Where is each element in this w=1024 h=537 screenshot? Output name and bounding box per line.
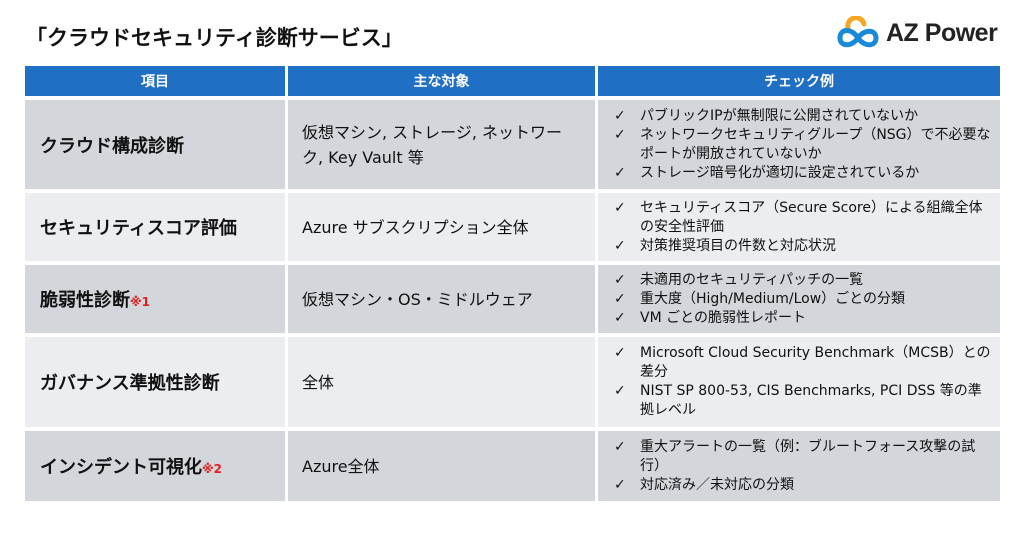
check-icon: ✓ bbox=[614, 290, 626, 307]
check-icon: ✓ bbox=[614, 107, 626, 124]
footnote-mark: ※2 bbox=[202, 462, 223, 476]
checks-cell: ✓ パブリックIPが無制限に公開されていないか ✓ ネットワークセキュリティグループ（… bbox=[598, 100, 1000, 189]
checks-cell: ✓ セキュリティスコア（Secure Score）による組織全体の安全性評価 ✓ 対策… bbox=[598, 193, 1000, 261]
check-item: ✓ ストレージ暗号化が適切に設定されているか bbox=[614, 164, 920, 181]
footnote-mark: ※1 bbox=[130, 295, 151, 309]
check-item: ✓ セキュリティスコア（Secure Score）による組織全体の安全性評価 bbox=[614, 199, 983, 235]
check-item: ✓ NIST SP 800-53, CIS Benchmarks, PCI DSS… bbox=[614, 383, 982, 418]
check-item: ✓ Microsoft Cloud Security Benchmark（MCSB… bbox=[614, 345, 991, 380]
logo-text: AZ Power bbox=[886, 18, 998, 47]
item-label: インシデント可視化 bbox=[40, 457, 202, 478]
header-checks: チェック例 bbox=[598, 66, 1000, 96]
check-item: ✓ 対策推奨項目の件数と対応状況 bbox=[614, 237, 836, 254]
check-icon: ✓ bbox=[614, 383, 626, 399]
check-item: ✓ ネットワークセキュリティグループ（NSG）で不必要なポートが開放されていないか bbox=[614, 126, 991, 162]
table-row: クラウド構成診断 仮想マシン, ストレージ, ネットワーク, Key Vault… bbox=[25, 100, 1000, 189]
check-item: ✓ パブリックIPが無制限に公開されていないか bbox=[614, 107, 919, 124]
check-icon: ✓ bbox=[614, 309, 626, 326]
check-item: ✓ VM ごとの脆弱性レポート bbox=[614, 309, 806, 326]
check-icon: ✓ bbox=[614, 237, 626, 254]
logo: AZ Power bbox=[836, 16, 998, 50]
check-icon: ✓ bbox=[614, 164, 626, 181]
item-cell: クラウド構成診断 bbox=[25, 100, 288, 189]
target-cell: Azure サブスクリプション全体 bbox=[288, 193, 598, 261]
item-label: クラウド構成診断 bbox=[40, 135, 184, 157]
table-row: ガバナンス準拠性診断 全体 ✓ Microsoft Cloud Security … bbox=[25, 337, 1000, 427]
check-item: ✓ 対応済み／未対応の分類 bbox=[614, 476, 794, 493]
page-title: 「クラウドセキュリティ診断サービス」 bbox=[26, 26, 403, 50]
check-icon: ✓ bbox=[614, 345, 626, 361]
checks-cell: ✓ Microsoft Cloud Security Benchmark（MCSB… bbox=[598, 337, 1000, 427]
header-item: 項目 bbox=[25, 66, 288, 96]
item-cell: セキュリティスコア評価 bbox=[25, 193, 288, 261]
item-cell: ガバナンス準拠性診断 bbox=[25, 337, 288, 427]
item-label: 脆弱性診断 bbox=[40, 290, 130, 311]
table-header-row: 項目 主な対象 チェック例 bbox=[25, 66, 1000, 96]
az-power-logo-icon bbox=[837, 16, 879, 48]
table-row: セキュリティスコア評価 Azure サブスクリプション全体 ✓ セキュリティスコア… bbox=[25, 193, 1000, 261]
check-icon: ✓ bbox=[614, 476, 626, 493]
check-item: ✓ 重大度（High/Medium/Low）ごとの分類 bbox=[614, 290, 906, 307]
service-table: 項目 主な対象 チェック例 クラウド構成診断 仮想マシン, ストレージ, ネット… bbox=[25, 62, 1000, 505]
checks-cell: ✓ 重大アラートの一覧（例：ブルートフォース攻撃の試行） ✓ 対応済み／未対応の分類 bbox=[598, 431, 1000, 501]
check-icon: ✓ bbox=[614, 126, 626, 143]
target-cell: 仮想マシン・OS・ミドルウェア bbox=[288, 265, 598, 333]
target-cell: Azure全体 bbox=[288, 431, 598, 501]
target-cell: 全体 bbox=[288, 337, 598, 427]
check-icon: ✓ bbox=[614, 271, 626, 288]
check-icon: ✓ bbox=[614, 438, 626, 455]
item-cell: 脆弱性診断※1 bbox=[25, 265, 288, 333]
table-row: 脆弱性診断※1 仮想マシン・OS・ミドルウェア ✓ 未適用のセキュリティパッチの一… bbox=[25, 265, 1000, 333]
checks-cell: ✓ 未適用のセキュリティパッチの一覧 ✓ 重大度（High/Medium/Low）ごと… bbox=[598, 265, 1000, 333]
target-cell: 仮想マシン, ストレージ, ネットワーク, Key Vault 等 bbox=[288, 100, 598, 189]
table-row: インシデント可視化※2 Azure全体 ✓ 重大アラートの一覧（例：ブルートフォー… bbox=[25, 431, 1000, 501]
item-cell: インシデント可視化※2 bbox=[25, 431, 288, 501]
check-item: ✓ 重大アラートの一覧（例：ブルートフォース攻撃の試行） bbox=[614, 438, 976, 474]
item-label: セキュリティスコア評価 bbox=[40, 218, 237, 239]
check-icon: ✓ bbox=[614, 199, 626, 216]
item-label: ガバナンス準拠性診断 bbox=[40, 373, 220, 394]
check-item: ✓ 未適用のセキュリティパッチの一覧 bbox=[614, 271, 864, 288]
header-target: 主な対象 bbox=[288, 66, 598, 96]
